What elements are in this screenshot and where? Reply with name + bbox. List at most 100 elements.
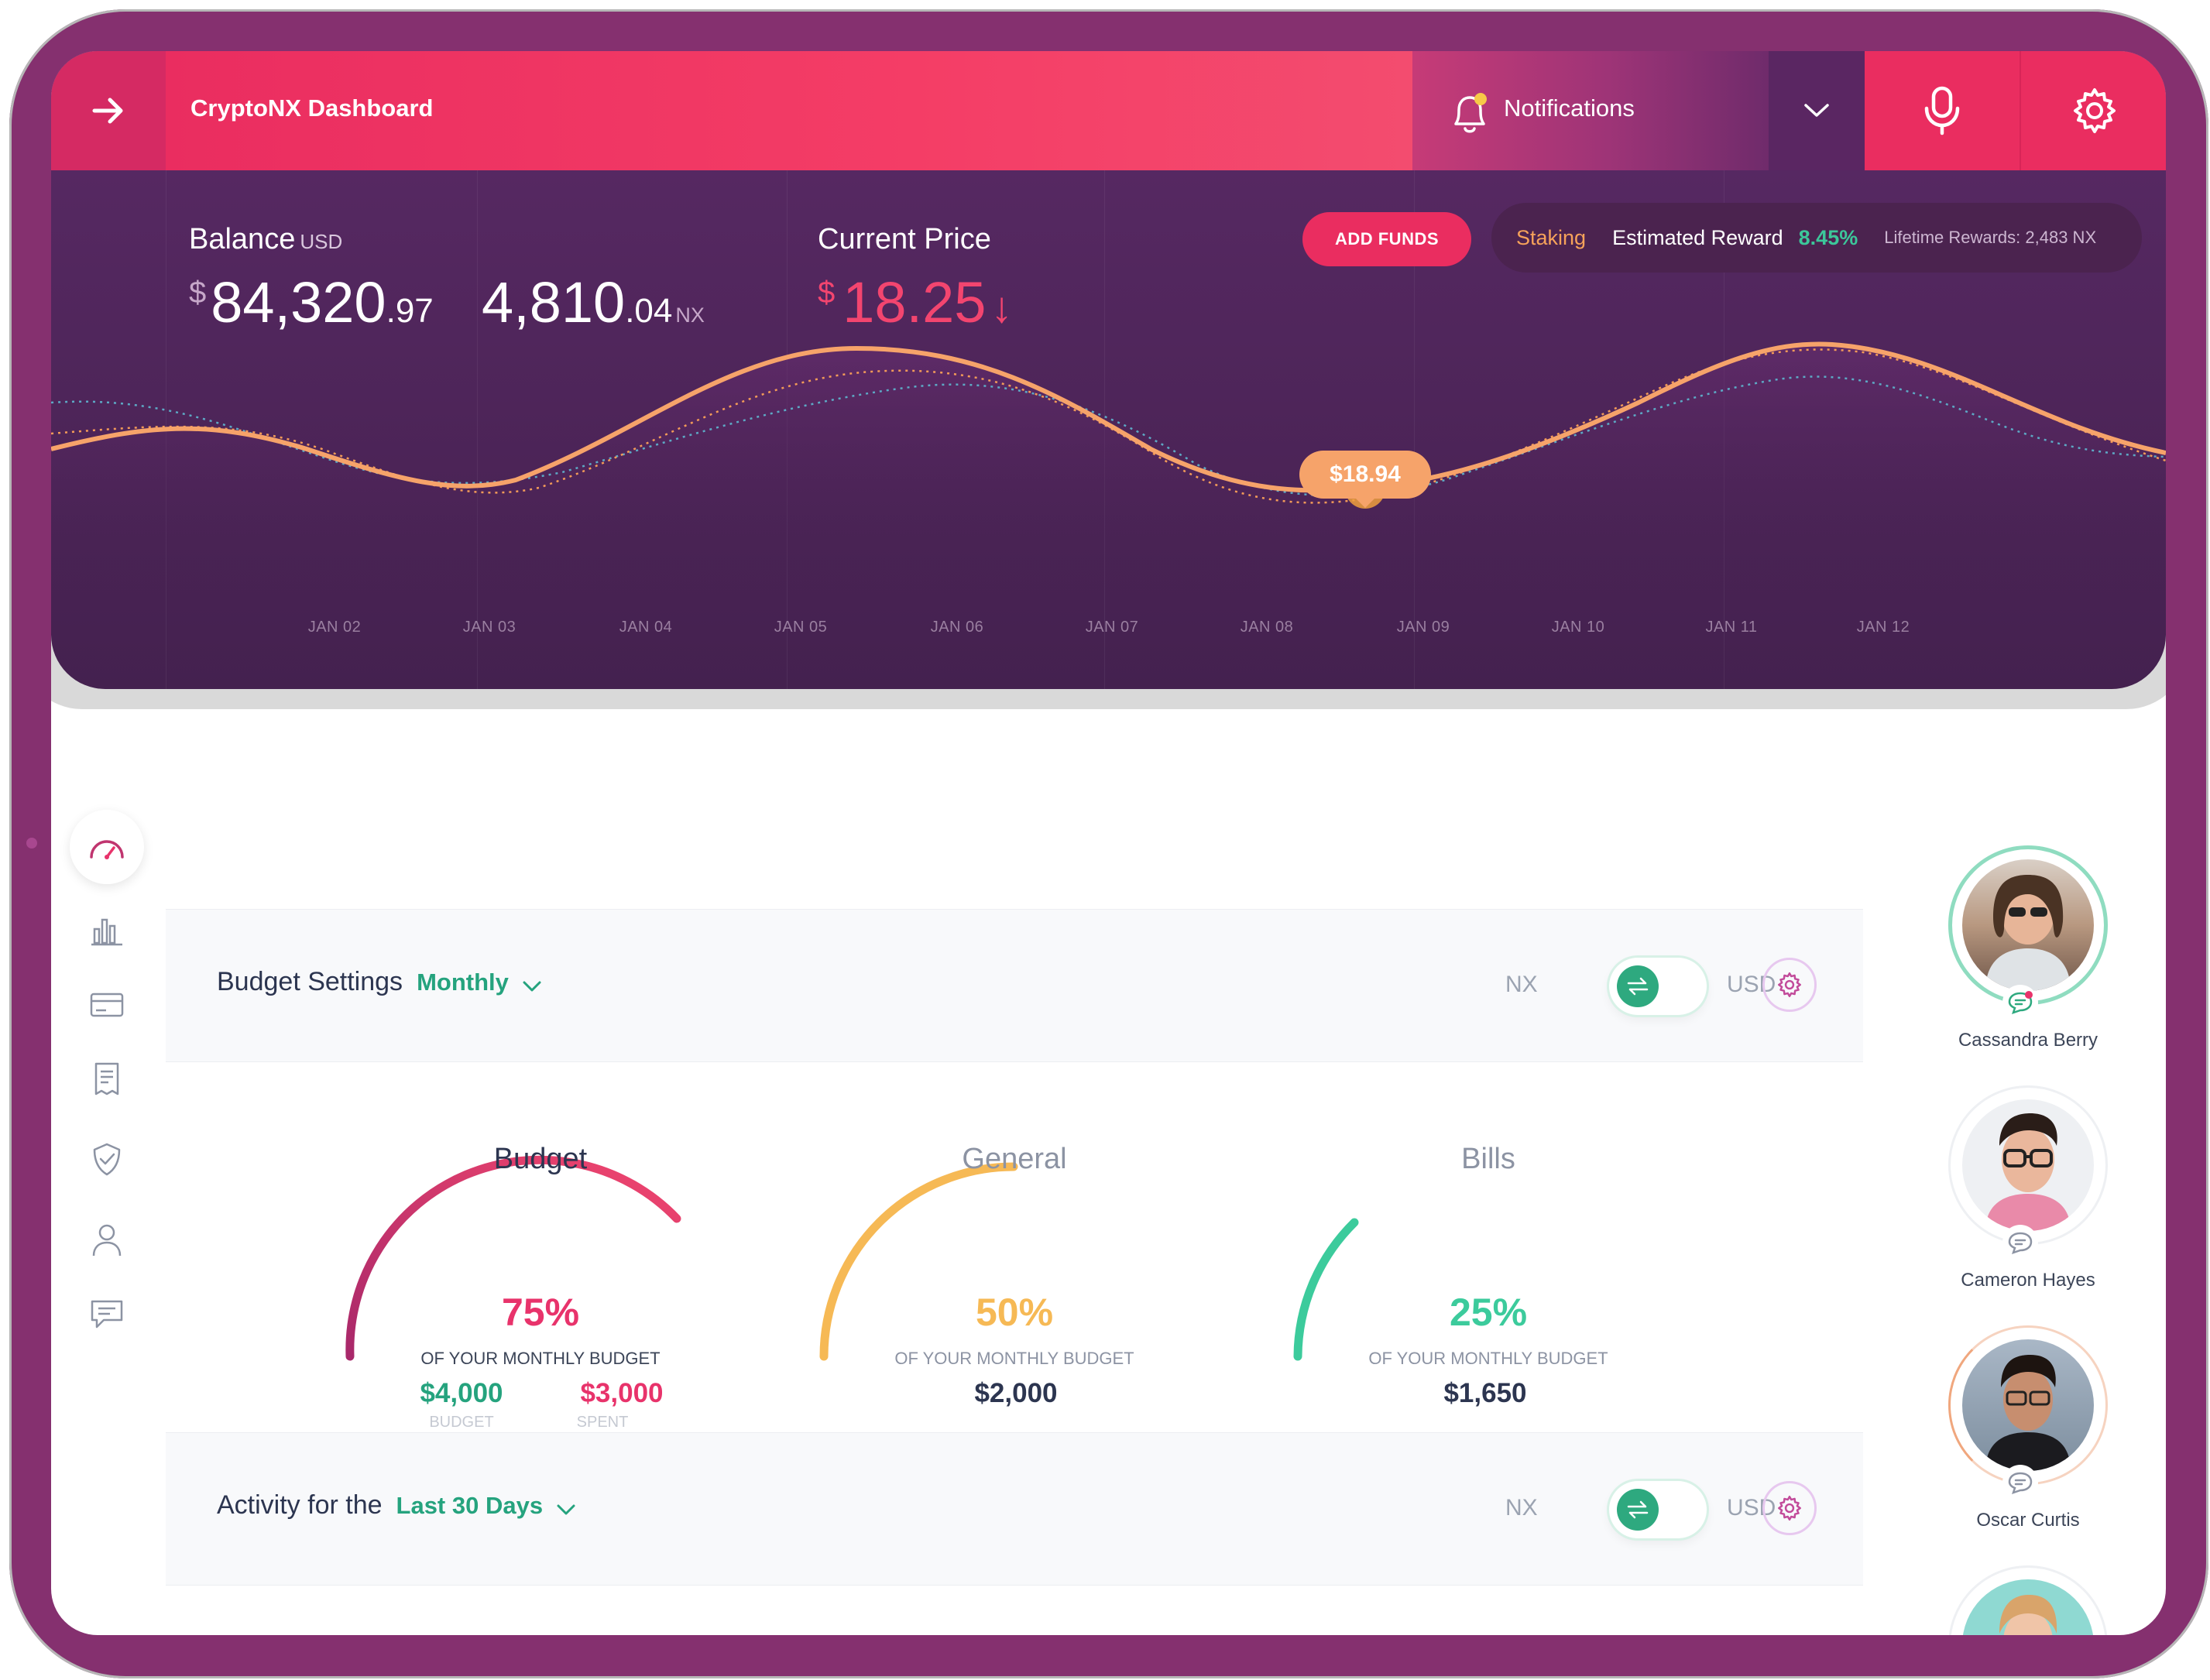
gauge-spent-caption: SPENT [576,1414,629,1431]
x-tick: JAN 04 [619,619,673,636]
currency-toggle[interactable] [1609,1481,1707,1538]
budget-settings-bar: Budget Settings Monthly NX USD [166,909,1863,1062]
avatar-ring [1948,1085,2108,1245]
chevron-down-icon[interactable] [523,981,541,992]
sidebar-item-receipts[interactable] [70,1042,144,1116]
avatar [1962,1339,2094,1471]
screen: CryptoNX Dashboard Notifications Balance… [51,51,2166,1635]
chat-bubble-icon[interactable] [2002,985,2038,1020]
back-button[interactable] [51,51,166,170]
x-tick: JAN 09 [1396,619,1450,636]
estimated-reward-label: Estimated Reward [1612,225,1783,249]
notifications-dropdown[interactable] [1769,51,1865,170]
gauge-amount-bills: $1,650 [1443,1378,1527,1408]
chat-icon [91,1300,123,1329]
x-tick: JAN 07 [1085,619,1139,636]
credit-card-icon [90,993,124,1017]
add-funds-button[interactable]: ADD FUNDS [1302,212,1471,266]
title-bar: CryptoNX Dashboard [166,51,1412,170]
current-price-value: $18.25 ↓ [818,270,1013,334]
chat-bubble-icon[interactable] [2002,1465,2038,1500]
gauge-subtitle-bills: OF YOUR MONTHLY BUDGET [1368,1349,1608,1368]
x-tick: JAN 10 [1551,619,1605,636]
arrow-right-icon [92,98,123,124]
app-title: CryptoNX Dashboard [190,94,434,122]
hero-section: CryptoNX Dashboard Notifications Balance… [51,51,2166,689]
current-price-label: Current Price [818,223,991,255]
gauge-title-budget: Budget [493,1143,588,1175]
gear-icon [2073,88,2116,133]
sidebar-item-charts[interactable] [70,893,144,968]
balance-label: Balance USD [189,223,343,255]
receipt-icon [94,1062,119,1095]
activity-title: Activity for the Last 30 Days [217,1490,575,1522]
microphone-button[interactable] [1865,51,2020,170]
x-tick: JAN 08 [1240,619,1294,636]
gear-icon [1778,972,1801,998]
avatar-ring [1948,1325,2108,1485]
camera-dot [26,838,37,849]
area-fill [51,344,2166,604]
series-blue-dotted [51,375,2166,497]
gear-icon [1778,1495,1801,1521]
sidebar-item-dashboard[interactable] [70,810,144,884]
avatar [1962,1579,2094,1635]
avatar-ring [1948,1565,2108,1635]
x-tick: JAN 02 [307,619,362,636]
chevron-down-icon[interactable] [557,1504,575,1515]
x-tick: JAN 05 [774,619,828,636]
bar-chart-icon [91,918,122,946]
staking-label: Staking [1516,225,1587,249]
activity-settings-button[interactable] [1762,1481,1817,1535]
gauge-spent-amount: $3,000 [580,1378,664,1408]
swap-icon [1617,1489,1659,1531]
swap-icon [1617,965,1659,1007]
notifications-label: Notifications [1504,94,1635,122]
budget-settings-button[interactable] [1762,958,1817,1012]
currency-nx-label: NX [1505,1495,1538,1521]
chat-bubble-icon[interactable] [2002,1225,2038,1260]
series-main-line [51,341,2166,493]
x-tick: JAN 03 [462,619,516,636]
microphone-icon [1924,86,1960,135]
x-tick: JAN 11 [1705,619,1758,636]
sidebar-item-profile[interactable] [70,1203,144,1277]
down-arrow-icon: ↓ [990,283,1013,331]
activity-period-selector[interactable]: Last 30 Days [396,1492,544,1519]
gauge-title-bills: Bills [1461,1143,1515,1175]
currency-toggle[interactable] [1609,958,1707,1015]
gauge-percent-budget: 75% [501,1291,580,1334]
lifetime-rewards: Lifetime Rewards: 2,483 NX [1884,228,2097,247]
avatar [1962,1099,2094,1231]
user-icon [92,1224,122,1257]
sidebar-item-security[interactable] [70,1123,144,1197]
gauge-budget-caption: BUDGET [429,1414,494,1431]
gauge-percent-general: 50% [975,1291,1054,1334]
budget-settings-title: Budget Settings Monthly [217,967,541,999]
speedometer-icon [90,840,124,859]
avatar-ring [1948,845,2108,1005]
gauge-budget-amount: $4,000 [420,1378,503,1408]
balance-usd: $84,320.97 [189,270,434,334]
shield-check-icon [93,1143,121,1176]
activity-bar: Activity for the Last 30 Days NX USD [166,1432,1863,1586]
sidebar-item-cards[interactable] [70,968,144,1042]
estimated-reward-value: 8.45% [1798,225,1858,249]
sidebar-item-messages[interactable] [70,1277,144,1352]
settings-button[interactable] [2020,51,2166,170]
notifications-button[interactable]: Notifications [1412,51,1769,170]
gauge-title-general: General [962,1143,1067,1175]
period-selector[interactable]: Monthly [417,969,509,996]
x-tick: JAN 12 [1856,619,1910,636]
currency-nx-label: NX [1505,972,1538,997]
gauge-percent-bills: 25% [1449,1291,1528,1334]
contact-name: Cameron Hayes [1961,1270,2095,1291]
bell-icon [1454,93,1487,133]
staking-panel[interactable]: Staking Estimated Reward 8.45% Lifetime … [1491,203,2142,273]
gauge-arc-bills [1293,1218,1359,1361]
contact-name: Cassandra Berry [1958,1030,2098,1051]
balance-nx: 4,810.04 NX [482,270,705,334]
gauge-amount-general: $2,000 [974,1378,1058,1408]
gauge-subtitle-general: OF YOUR MONTHLY BUDGET [894,1349,1134,1368]
chevron-down-icon [1804,104,1829,117]
